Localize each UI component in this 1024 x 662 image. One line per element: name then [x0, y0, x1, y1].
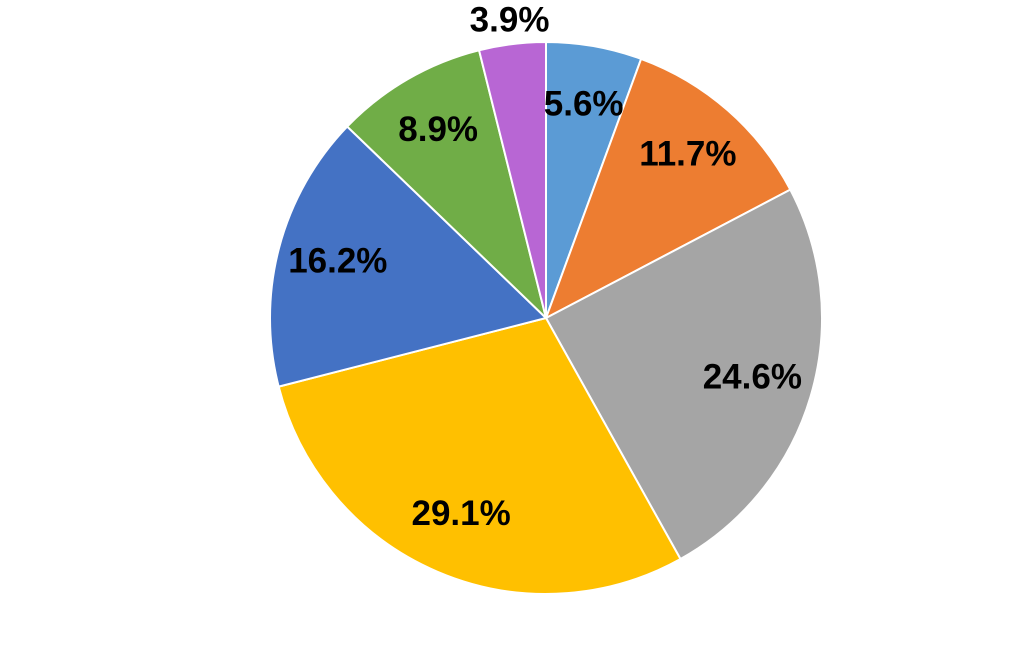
data-label: 11.7%	[639, 134, 736, 173]
data-label: 5.6%	[544, 84, 624, 123]
data-label: 3.9%	[470, 0, 550, 39]
pie	[269, 40, 823, 595]
pie-slice	[277, 316, 682, 595]
data-label: 29.1%	[411, 494, 510, 533]
pie-slice	[544, 188, 823, 561]
data-label: 24.6%	[703, 358, 802, 397]
pie-slice	[544, 57, 792, 321]
data-label: 8.9%	[398, 110, 478, 149]
pie-slice	[477, 40, 547, 319]
data-labels: 5.6% 11.7% 24.6% 29.1% 16.2% 8.9% 3.9%	[288, 0, 802, 533]
pie-slice	[345, 49, 548, 322]
pie-slice	[269, 125, 548, 388]
data-label: 16.2%	[288, 241, 387, 280]
